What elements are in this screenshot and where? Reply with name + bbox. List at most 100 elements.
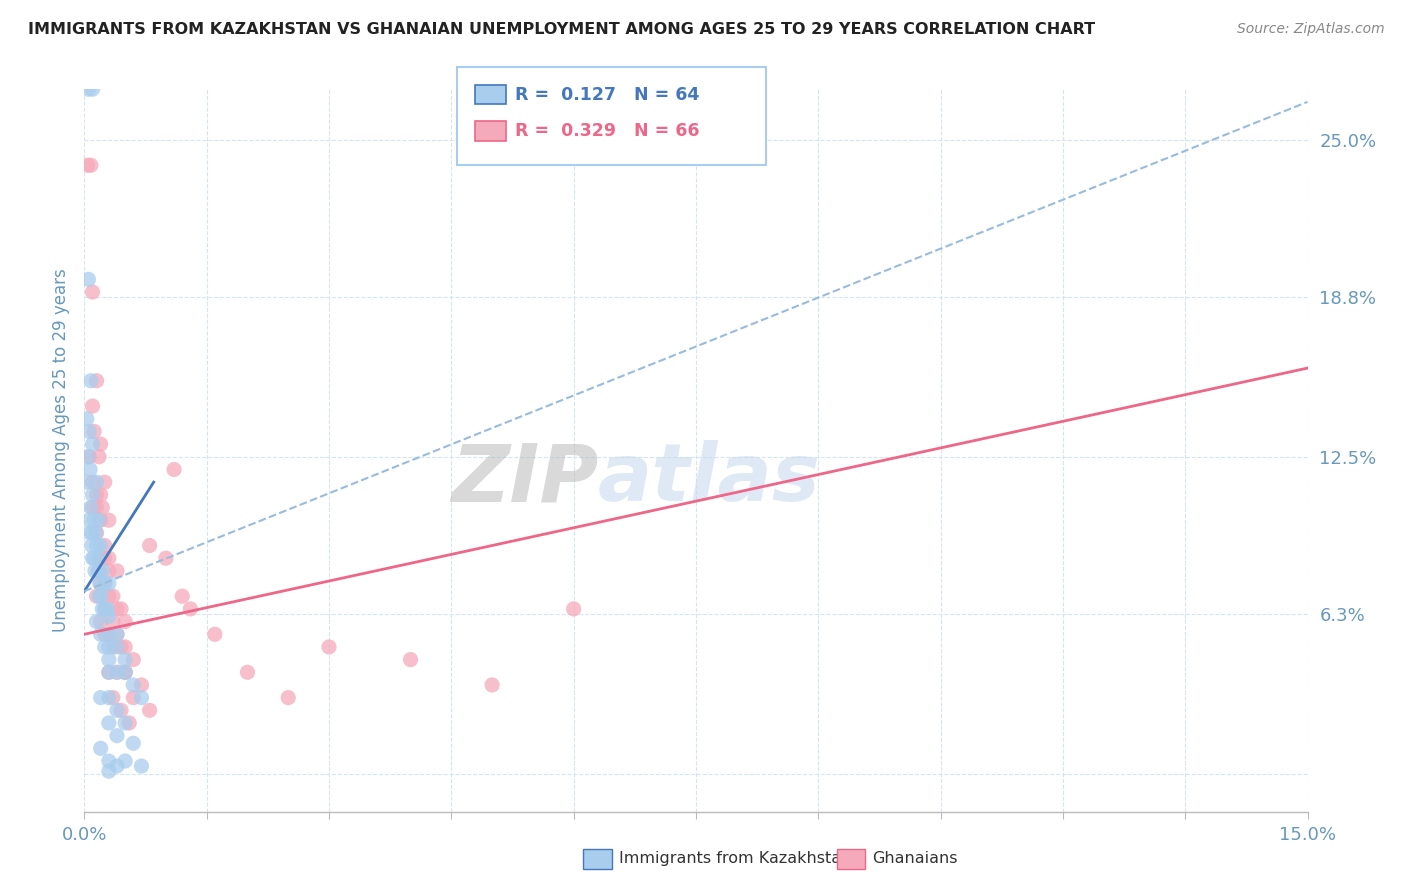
Point (562, 602, 585, 616)
Point (89, 576, 111, 591)
Point (93, 539, 115, 553)
Point (97, 665, 120, 680)
Point (118, 716, 141, 731)
Point (101, 615, 124, 629)
Point (179, 602, 201, 616)
Point (155, 551, 177, 566)
Point (122, 736, 145, 750)
Point (114, 716, 136, 731)
Point (97, 564, 120, 578)
Point (114, 615, 136, 629)
Point (97, 754, 120, 768)
Point (90, 576, 112, 591)
Point (79, 525, 101, 540)
Y-axis label: Unemployment Among Ages 25 to 29 years: Unemployment Among Ages 25 to 29 years (52, 268, 70, 632)
Point (97, 627, 120, 641)
Point (101, 589, 124, 603)
Point (105, 602, 128, 616)
Point (86, 615, 108, 629)
Point (90, 589, 112, 603)
Point (84, 525, 107, 540)
Point (87, 551, 110, 566)
Point (105, 640, 128, 654)
Point (93, 576, 115, 591)
Point (93, 576, 115, 591)
Point (90, 488, 112, 502)
Point (93, 602, 115, 616)
Point (131, 690, 153, 705)
Point (90, 741, 112, 756)
Point (90, 690, 112, 705)
Point (114, 665, 136, 680)
Point (84, 564, 107, 578)
Point (97, 665, 120, 680)
Point (101, 690, 124, 705)
Point (86, 475, 108, 490)
Point (97, 640, 120, 654)
Point (105, 665, 128, 680)
Text: Source: ZipAtlas.com: Source: ZipAtlas.com (1237, 22, 1385, 37)
Point (77, 82, 100, 96)
Point (105, 703, 128, 717)
Point (80, 539, 103, 553)
Point (77, 450, 100, 464)
Point (82, 525, 104, 540)
Point (90, 551, 112, 566)
Point (90, 539, 112, 553)
Point (82, 551, 104, 566)
Point (82, 82, 104, 96)
Text: Immigrants from Kazakhstan: Immigrants from Kazakhstan (619, 851, 851, 865)
Point (96, 602, 118, 616)
Point (204, 627, 226, 641)
Point (91, 564, 114, 578)
Point (481, 678, 503, 692)
Text: ZIP: ZIP (451, 441, 598, 518)
Point (97, 652, 120, 666)
Point (79, 462, 101, 476)
Point (93, 551, 115, 566)
Point (163, 462, 186, 476)
Point (83, 551, 105, 566)
Text: R =  0.329   N = 66: R = 0.329 N = 66 (515, 122, 699, 140)
Point (75, 475, 97, 490)
Point (105, 759, 128, 773)
Point (87, 513, 110, 527)
Point (91, 602, 114, 616)
Point (76, 158, 98, 172)
Point (122, 690, 145, 705)
Point (122, 678, 145, 692)
Point (110, 640, 132, 654)
Point (97, 551, 120, 566)
Point (172, 589, 194, 603)
Point (91, 500, 114, 515)
Point (80, 374, 103, 388)
Point (105, 627, 128, 641)
Point (86, 374, 108, 388)
Point (93, 602, 115, 616)
Point (97, 690, 120, 705)
Point (90, 437, 112, 451)
Point (82, 500, 104, 515)
Point (90, 513, 112, 527)
Point (86, 500, 108, 515)
Point (105, 665, 128, 680)
Point (87, 450, 110, 464)
Point (122, 652, 145, 666)
Point (277, 690, 299, 705)
Point (97, 513, 120, 527)
Point (93, 627, 115, 641)
Point (82, 437, 104, 451)
Point (86, 488, 108, 502)
Point (138, 703, 160, 717)
Point (93, 640, 115, 654)
Point (114, 754, 136, 768)
Point (131, 759, 153, 773)
Point (97, 764, 120, 779)
Point (83, 513, 105, 527)
Point (80, 158, 103, 172)
Point (82, 399, 104, 413)
Point (87, 589, 110, 603)
Point (138, 539, 160, 553)
Point (82, 475, 104, 490)
Point (114, 665, 136, 680)
